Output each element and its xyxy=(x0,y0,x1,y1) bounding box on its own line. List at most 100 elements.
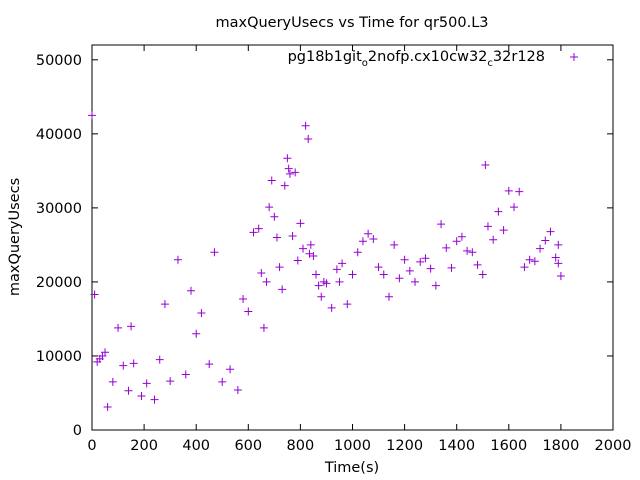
x-tick-label: 1000 xyxy=(334,438,371,454)
data-point xyxy=(127,322,136,331)
data-point xyxy=(267,176,276,185)
data-point xyxy=(288,232,297,241)
data-point xyxy=(431,281,440,290)
y-tick-label: 40000 xyxy=(36,127,82,143)
data-point xyxy=(304,135,313,144)
data-point xyxy=(457,232,466,241)
data-points xyxy=(88,111,565,412)
y-tick-label: 0 xyxy=(73,423,82,439)
data-point xyxy=(478,270,487,279)
data-point xyxy=(305,249,314,258)
data-point xyxy=(554,259,563,268)
data-point xyxy=(226,365,235,374)
data-point xyxy=(411,277,420,286)
data-point xyxy=(309,252,318,261)
legend: pg18b1gito2nofp.cx10cw32c32r128 xyxy=(288,49,578,69)
x-tick-label: 400 xyxy=(182,438,210,454)
x-axis-label: Time(s) xyxy=(324,460,379,476)
data-point xyxy=(504,186,513,195)
data-point xyxy=(272,233,281,242)
tick-labels: 0 200 400 600 800 1000 1200 1400 1600 1800 2000010… xyxy=(36,53,632,454)
data-point xyxy=(265,203,274,212)
x-tick-label: 600 xyxy=(234,438,262,454)
data-point xyxy=(395,274,404,283)
legend-marker xyxy=(570,53,578,61)
data-point xyxy=(546,227,555,236)
data-point xyxy=(299,244,308,253)
data-point xyxy=(166,377,175,386)
data-point xyxy=(301,121,310,130)
data-point xyxy=(473,260,482,269)
data-point xyxy=(541,236,550,245)
data-point xyxy=(192,329,201,338)
legend-series-label: pg18b1gito2nofp.cx10cw32c32r128 xyxy=(288,49,545,69)
y-tick-label: 50000 xyxy=(36,53,82,69)
data-point xyxy=(239,294,248,303)
data-point xyxy=(254,224,263,233)
data-point xyxy=(262,277,271,286)
data-point xyxy=(173,255,182,264)
x-tick-label: 1400 xyxy=(438,438,475,454)
x-tick-label: 1800 xyxy=(542,438,579,454)
data-point xyxy=(244,307,253,316)
legend-label-sub-1: o xyxy=(362,58,368,69)
data-point xyxy=(275,263,284,272)
x-tick-label: 200 xyxy=(130,438,158,454)
data-point xyxy=(426,264,435,273)
data-point xyxy=(142,379,151,388)
legend-label-part-1: pg18b1git xyxy=(288,49,363,65)
y-axis-label: maxQueryUsecs xyxy=(7,178,23,296)
data-point xyxy=(384,292,393,301)
data-point xyxy=(510,203,519,212)
data-point xyxy=(137,391,146,400)
x-tick-label: 1600 xyxy=(490,438,527,454)
data-point xyxy=(150,395,159,404)
data-point xyxy=(416,257,425,266)
data-point xyxy=(160,300,169,309)
data-point xyxy=(210,248,219,257)
data-point xyxy=(374,263,383,272)
data-point xyxy=(119,361,128,370)
data-point xyxy=(283,154,292,163)
data-point xyxy=(463,246,472,255)
data-point xyxy=(494,207,503,216)
data-point xyxy=(530,257,539,266)
data-point xyxy=(364,229,373,238)
legend-label-part-2: 2nofp.cx10cw32 xyxy=(368,49,488,65)
legend-label-part-3: 32r128 xyxy=(493,49,545,65)
data-point xyxy=(124,386,133,395)
data-point xyxy=(284,164,293,173)
x-tick-label: 2000 xyxy=(595,438,632,454)
data-point xyxy=(278,285,287,294)
data-point xyxy=(556,272,565,280)
x-tick-label: 0 xyxy=(87,438,96,454)
data-point xyxy=(405,266,414,275)
data-point xyxy=(348,270,357,279)
data-point xyxy=(390,240,399,249)
data-point xyxy=(525,255,534,264)
data-point xyxy=(536,244,545,253)
data-point xyxy=(421,254,430,263)
chart-title: maxQueryUsecs vs Time for qr500.L3 xyxy=(215,15,488,31)
data-point xyxy=(327,303,336,312)
data-point xyxy=(306,240,315,249)
data-point xyxy=(218,377,227,386)
data-point xyxy=(108,377,117,386)
data-point xyxy=(101,348,110,357)
data-point xyxy=(489,235,498,244)
data-point xyxy=(280,181,289,190)
data-point xyxy=(249,228,258,237)
data-point xyxy=(400,255,409,264)
data-point xyxy=(338,259,347,268)
data-point xyxy=(293,256,302,265)
data-point xyxy=(270,212,279,221)
data-point xyxy=(90,290,99,299)
data-point xyxy=(515,187,524,196)
x-tick-label: 1200 xyxy=(386,438,423,454)
data-point xyxy=(259,323,268,332)
data-point xyxy=(442,243,451,252)
y-tick-label: 30000 xyxy=(36,201,82,217)
data-point xyxy=(554,240,563,249)
data-point xyxy=(520,263,529,272)
